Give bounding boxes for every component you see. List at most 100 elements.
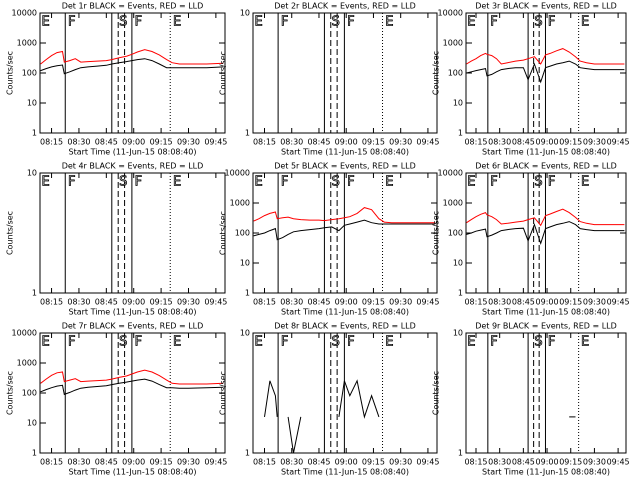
x-axis-label: Start Time (11-Jun-15 08:08:40) (69, 148, 197, 157)
x-axis-label: Start Time (11-Jun-15 08:08:40) (281, 148, 409, 157)
x-tick-label: 08:15 (40, 458, 63, 467)
x-tick-label: 09:15 (362, 298, 385, 307)
event-letter: E (173, 335, 181, 350)
x-tick-label: 09:45 (607, 138, 630, 147)
y-tick-label: 1 (245, 289, 250, 298)
plot-frame (465, 12, 627, 134)
series-line (40, 369, 224, 385)
x-tick-label: 08:45 (307, 298, 330, 307)
plot-frame (252, 172, 438, 294)
chart-title: Det 6r BLACK = Events, RED = LLD (475, 162, 617, 171)
x-tick-label: 09:15 (362, 458, 385, 467)
x-tick-label: 09:15 (150, 138, 173, 147)
chart-title: Det 1r BLACK = Events, RED = LLD (62, 2, 204, 11)
event-letter: F (68, 335, 75, 350)
series-line (40, 58, 224, 75)
x-tick-label: 08:45 (95, 298, 118, 307)
event-letter: F (135, 335, 142, 350)
x-tick-label: 08:30 (280, 298, 303, 307)
x-tick-label: 09:45 (416, 298, 439, 307)
y-tick-label: 10 (27, 99, 37, 108)
chart-title: Det 4r BLACK = Events, RED = LLD (62, 162, 204, 171)
event-letter: F (347, 175, 354, 190)
y-axis-label: Counts/sec (6, 371, 15, 415)
x-tick-label: 08:15 (464, 298, 487, 307)
event-letter: E (581, 335, 589, 350)
plot-frame (465, 332, 627, 454)
y-tick-label: 10000 (12, 329, 37, 338)
x-tick-label: 09:30 (583, 298, 606, 307)
event-letter: S (534, 175, 542, 190)
series-line (466, 48, 625, 65)
y-tick-label: 1 (458, 129, 463, 138)
y-axis-label: Counts/sec (219, 211, 228, 255)
x-tick-label: 09:30 (177, 298, 200, 307)
x-tick-label: 08:45 (307, 138, 330, 147)
event-letter: E (255, 175, 263, 190)
y-tick-label: 10 (453, 329, 463, 338)
event-letter: E (173, 175, 181, 190)
event-letter: S (119, 335, 127, 350)
x-tick-label: 08:30 (67, 458, 90, 467)
y-tick-label: 100 (235, 229, 250, 238)
x-tick-label: 09:15 (150, 298, 173, 307)
x-axis-label: Start Time (11-Jun-15 08:08:40) (482, 468, 610, 477)
plot-frame (252, 332, 438, 454)
y-axis-label: Counts/sec (6, 51, 15, 95)
event-letter: S (332, 15, 340, 30)
x-tick-label: 09:45 (204, 298, 227, 307)
y-tick-label: 1 (32, 289, 37, 298)
y-tick-label: 1 (245, 449, 250, 458)
series-line (40, 49, 224, 65)
event-letter: F (281, 175, 288, 190)
x-tick-label: 08:45 (512, 298, 535, 307)
y-tick-label: 10 (240, 259, 250, 268)
x-tick-label: 09:00 (335, 298, 358, 307)
y-tick-label: 1 (32, 129, 37, 138)
x-tick-label: 08:15 (464, 458, 487, 467)
x-axis-label: Start Time (11-Jun-15 08:08:40) (281, 468, 409, 477)
event-letter: E (42, 335, 50, 350)
event-letter: F (347, 335, 354, 350)
y-tick-label: 1000 (443, 199, 463, 208)
plot-frame (252, 12, 438, 134)
event-letter: E (467, 335, 475, 350)
event-letter: E (255, 335, 263, 350)
y-axis-label: Counts/sec (219, 51, 228, 95)
event-letter: F (490, 15, 497, 30)
event-letter: F (347, 15, 354, 30)
x-tick-label: 08:30 (488, 458, 511, 467)
y-tick-label: 10 (27, 419, 37, 428)
x-axis-label: Start Time (11-Jun-15 08:08:40) (69, 308, 197, 317)
y-tick-label: 100 (448, 229, 463, 238)
x-tick-label: 08:15 (253, 138, 276, 147)
y-tick-label: 10000 (438, 169, 463, 178)
event-letter: E (385, 15, 393, 30)
y-tick-label: 10 (240, 329, 250, 338)
event-letter: F (68, 175, 75, 190)
y-axis-label: Counts/sec (432, 51, 441, 95)
event-letter: E (42, 175, 50, 190)
y-tick-label: 100 (22, 69, 37, 78)
x-tick-label: 08:30 (67, 298, 90, 307)
x-tick-label: 09:30 (583, 138, 606, 147)
y-tick-label: 10 (27, 169, 37, 178)
y-axis-label: Counts/sec (432, 211, 441, 255)
x-tick-label: 08:30 (280, 138, 303, 147)
event-letter: E (385, 175, 393, 190)
chart-title: Det 3r BLACK = Events, RED = LLD (475, 2, 617, 11)
event-letter: E (173, 15, 181, 30)
chart-title: Det 9r BLACK = Events, RED = LLD (475, 322, 617, 331)
event-letter: F (281, 335, 288, 350)
x-tick-label: 08:30 (280, 458, 303, 467)
y-tick-label: 10000 (438, 9, 463, 18)
event-letter: E (385, 335, 393, 350)
x-tick-label: 08:45 (512, 138, 535, 147)
event-letter: S (119, 15, 127, 30)
y-tick-label: 1 (32, 449, 37, 458)
series-line (264, 379, 380, 454)
y-axis-label: Counts/sec (219, 371, 228, 415)
event-letter: F (135, 15, 142, 30)
event-letter: S (332, 175, 340, 190)
